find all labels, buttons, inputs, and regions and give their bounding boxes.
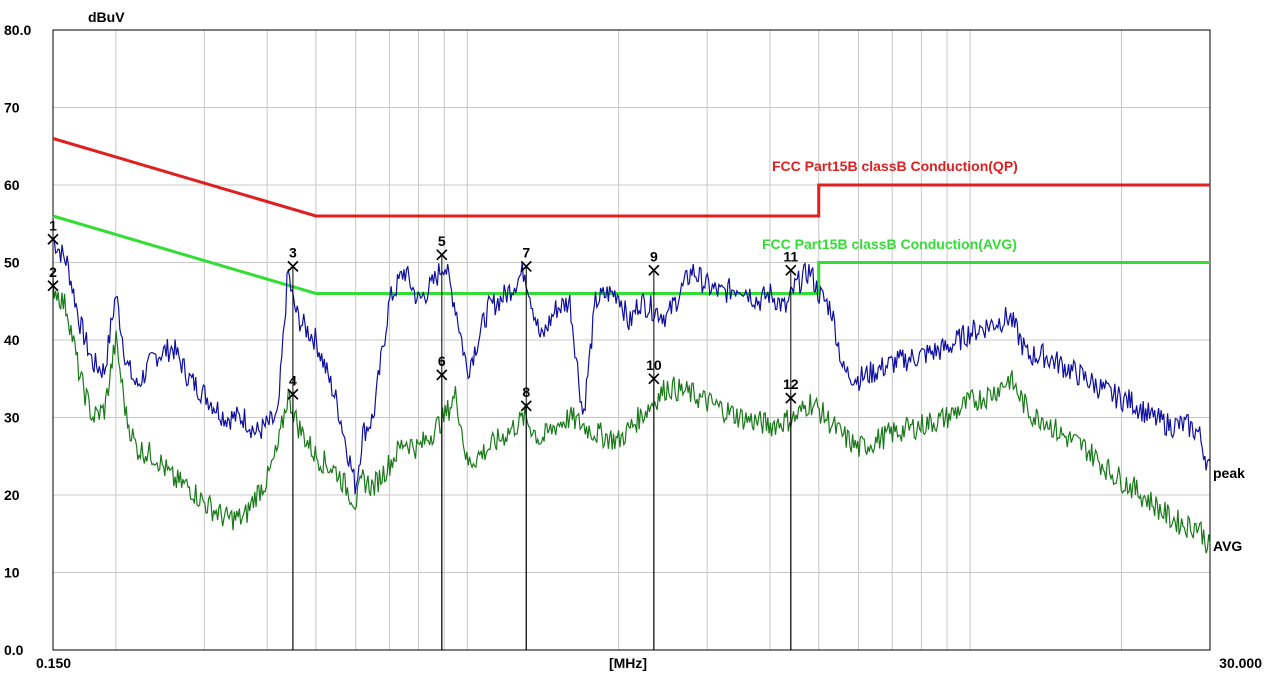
x-axis-label: [MHz]	[609, 655, 647, 671]
marker-label: 1	[49, 217, 57, 233]
marker-cross	[520, 260, 532, 272]
limit-line-label: FCC Part15B classB Conduction(AVG)	[762, 236, 1017, 252]
y-tick-label: 0.0	[4, 642, 24, 658]
marker-cross	[436, 369, 448, 381]
axis-ticks: 0.0 10 20 30 40 50 60 70 80.0 0.150 30.000	[4, 22, 1262, 671]
marker-cross	[47, 280, 59, 292]
marker-label: 2	[49, 264, 57, 280]
y-tick-label: 50	[4, 255, 20, 271]
series-line	[52, 278, 1211, 554]
marker-cross	[520, 400, 532, 412]
marker-label: 3	[289, 244, 297, 260]
series-line	[52, 238, 1211, 495]
series-label: AVG	[1213, 538, 1242, 554]
limit-line	[52, 137, 1210, 218]
marker-cross	[648, 373, 660, 385]
y-tick-label: 80.0	[4, 22, 31, 38]
marker-cross	[287, 260, 299, 272]
y-tick-label: 70	[4, 100, 20, 116]
marker-label: 6	[438, 353, 446, 369]
marker-label: 7	[522, 244, 530, 260]
marker-label: 12	[783, 376, 799, 392]
marker-label: 9	[650, 248, 658, 264]
limit-lines: FCC Part15B classB Conduction(QP) FCC Par…	[52, 137, 1210, 295]
limit-line	[52, 214, 1210, 295]
limit-line-label: FCC Part15B classB Conduction(QP)	[772, 158, 1018, 174]
marker-label: 8	[522, 384, 530, 400]
x-tick-label: 0.150	[36, 655, 71, 671]
y-tick-label: 20	[4, 487, 20, 503]
marker-cross	[785, 392, 797, 404]
marker-label: 4	[289, 372, 297, 388]
marker-label: 5	[438, 233, 446, 249]
marker-cross	[436, 249, 448, 261]
marker-cross	[287, 388, 299, 400]
y-tick-label: 60	[4, 177, 20, 193]
marker-cross	[648, 264, 660, 276]
data-series: peak AVG	[52, 238, 1245, 554]
marker-cross	[785, 264, 797, 276]
x-tick-label: 30.000	[1219, 655, 1262, 671]
marker-label: 10	[646, 357, 662, 373]
marker-label: 11	[783, 248, 798, 264]
marker-cross	[47, 233, 59, 245]
y-tick-label: 40	[4, 332, 20, 348]
y-tick-label: 10	[4, 565, 20, 581]
y-axis-label: dBuV	[88, 9, 125, 25]
series-label: peak	[1213, 465, 1245, 481]
y-tick-label: 30	[4, 410, 20, 426]
